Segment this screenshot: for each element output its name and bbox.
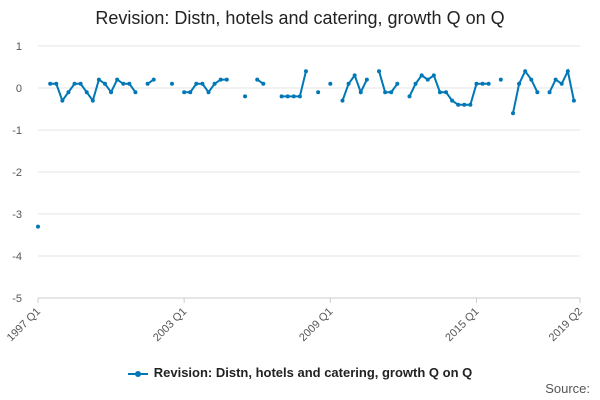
y-tick-label: -1 <box>12 125 22 137</box>
data-point <box>127 81 132 86</box>
data-point <box>529 77 534 82</box>
data-point <box>395 81 400 86</box>
data-point <box>151 77 156 82</box>
legend-label: Revision: Distn, hotels and catering, gr… <box>153 365 473 380</box>
data-point <box>425 77 430 82</box>
data-point <box>261 81 266 86</box>
data-point <box>255 77 260 82</box>
data-point <box>72 81 77 86</box>
data-point <box>194 81 199 86</box>
data-point <box>303 69 308 74</box>
data-point <box>377 69 382 74</box>
data-point <box>571 98 576 103</box>
data-point <box>84 90 89 95</box>
data-point <box>66 90 71 95</box>
legend-line-marker-icon <box>127 370 148 377</box>
data-point <box>431 73 436 78</box>
data-point <box>559 81 564 86</box>
data-point <box>218 77 223 82</box>
x-tick-label: 2009 Q1 <box>297 306 335 344</box>
data-point <box>48 81 53 86</box>
data-point <box>109 90 114 95</box>
y-tick-label: 0 <box>16 83 22 95</box>
data-point <box>188 90 193 95</box>
legend[interactable]: Revision: Distn, hotels and catering, gr… <box>0 365 600 380</box>
data-point <box>340 98 345 103</box>
data-point <box>462 102 467 107</box>
data-point <box>468 102 473 107</box>
data-point <box>547 90 552 95</box>
data-point <box>243 94 248 99</box>
data-point <box>200 81 205 86</box>
x-tick-label: 2019 Q2 <box>547 306 585 344</box>
data-point <box>450 98 455 103</box>
data-point <box>364 77 369 82</box>
data-point <box>133 90 138 95</box>
y-tick-label: -5 <box>12 293 22 305</box>
chart-title: Revision: Distn, hotels and catering, gr… <box>95 8 505 28</box>
y-tick-label: -3 <box>12 209 22 221</box>
data-point <box>346 81 351 86</box>
data-point <box>285 94 290 99</box>
series-line <box>512 69 539 114</box>
data-point <box>383 90 388 95</box>
data-point <box>444 90 449 95</box>
data-point <box>54 81 59 86</box>
data-point <box>358 90 363 95</box>
data-point <box>115 77 120 82</box>
data-point <box>486 81 491 86</box>
data-point <box>316 90 321 95</box>
data-point <box>297 94 302 99</box>
data-point <box>456 102 461 107</box>
data-point <box>36 224 40 229</box>
series-line <box>281 70 307 98</box>
data-point <box>413 81 418 86</box>
x-tick-label: 2003 Q1 <box>151 306 189 344</box>
data-point <box>523 69 528 74</box>
data-point <box>291 94 296 99</box>
source-note: Source: <box>545 381 590 396</box>
data-point <box>102 81 107 86</box>
data-point <box>182 90 187 95</box>
data-point <box>121 81 126 86</box>
data-point <box>60 98 65 103</box>
data-point <box>169 81 174 86</box>
series-line <box>408 73 489 106</box>
data-point <box>535 90 540 95</box>
x-tick-label: 1997 Q1 <box>5 306 43 344</box>
data-point <box>279 94 284 99</box>
x-tick-label: 2015 Q1 <box>443 306 481 344</box>
data-point <box>437 90 442 95</box>
series-line <box>378 70 399 94</box>
y-tick-label: 1 <box>16 41 22 53</box>
data-point <box>206 90 211 95</box>
data-point <box>480 81 485 86</box>
data-point <box>352 73 357 78</box>
y-tick-label: -4 <box>12 251 22 263</box>
data-point <box>389 90 394 95</box>
y-tick-label: -2 <box>12 167 22 179</box>
series-line <box>548 68 575 101</box>
data-point <box>498 77 503 82</box>
data-point <box>511 111 516 116</box>
data-point <box>96 77 101 82</box>
data-point <box>212 81 217 86</box>
data-point <box>78 81 83 86</box>
data-point <box>565 69 570 74</box>
data-point <box>419 73 424 78</box>
data-point <box>90 98 95 103</box>
data-point <box>474 81 479 86</box>
data-point <box>407 94 412 99</box>
data-point <box>517 81 522 86</box>
data-point <box>553 77 558 82</box>
data-point <box>328 81 333 86</box>
data-point <box>145 81 150 86</box>
data-point <box>224 77 229 82</box>
